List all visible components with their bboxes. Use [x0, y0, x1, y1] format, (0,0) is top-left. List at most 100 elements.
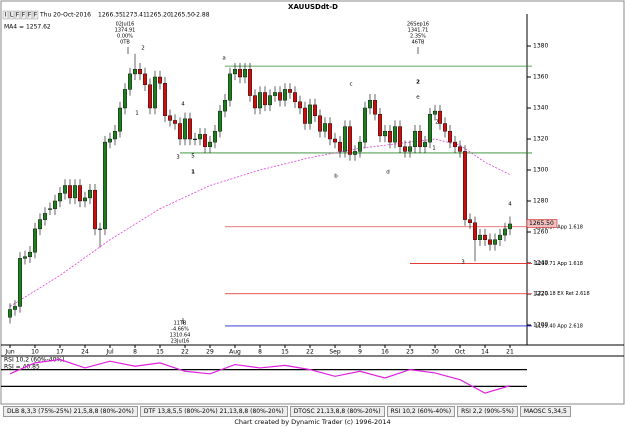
frame	[0, 0, 625, 405]
candle-body	[313, 104, 318, 116]
candle-body	[303, 107, 308, 124]
x-tick-label: 9	[358, 349, 362, 356]
level-label: 1220.18 EX Ret 2.618	[535, 291, 590, 297]
candle-body	[192, 138, 197, 141]
wave-label: 3	[176, 155, 180, 161]
x-tick-label: 17	[56, 349, 64, 356]
header-field: 1265.50	[170, 12, 195, 19]
x-tick-label: Aug	[229, 349, 241, 356]
wave-label: 1	[191, 170, 195, 176]
toolbar-button	[14, 10, 21, 20]
candle-body	[353, 151, 358, 155]
candle-body	[318, 115, 323, 132]
candle-body	[92, 189, 97, 230]
candle-body	[478, 234, 483, 240]
candle-body	[127, 73, 132, 90]
x-tick-label: 16	[381, 349, 389, 356]
candle-body	[97, 228, 102, 230]
candle-body	[117, 107, 122, 132]
candle-body	[202, 134, 207, 147]
rsi-label: RSI 10,2 (60%-40%)	[4, 357, 64, 364]
candle-body	[433, 110, 438, 115]
annotation-text: 46TB	[412, 40, 425, 46]
wave-label: 1	[135, 111, 139, 117]
toolbar-button	[20, 10, 27, 20]
candle-body	[172, 120, 177, 124]
candle-body	[252, 95, 257, 109]
x-tick-label: 22	[181, 349, 189, 356]
level-label: 1263.37 App 1.618	[535, 224, 583, 230]
candle-body	[72, 185, 77, 199]
wave-label: 2	[416, 80, 420, 86]
y-tick-label: 1200	[533, 322, 548, 329]
candle-body	[122, 89, 127, 109]
level-label: 1199.40 App 2.618	[535, 323, 583, 329]
annotation-text: 0.00%	[117, 34, 133, 40]
candle-body	[177, 123, 182, 140]
candle-body	[137, 69, 142, 75]
wave-label: c	[349, 82, 352, 88]
candle-body	[473, 222, 478, 240]
chart-title: XAUUSDdt-D	[288, 3, 338, 11]
candle-body	[443, 123, 448, 132]
indicator-tab[interactable]: DTOSC 21,13,8,8 (80%-20%)	[289, 406, 385, 417]
candle-body	[273, 92, 278, 96]
indicator-tab[interactable]: RSI 10,2 (60%-40%)	[386, 406, 456, 417]
last-price-box	[526, 219, 558, 228]
candle-body	[348, 126, 353, 155]
candle-body	[217, 110, 222, 132]
annotation-text: 23Jul16	[171, 339, 190, 345]
y-tick-label: 1360	[533, 74, 548, 81]
x-tick-label: 8	[133, 349, 137, 356]
wave-label: d	[386, 170, 390, 176]
candle-body	[12, 306, 17, 310]
x-tick-label: 30	[431, 349, 439, 356]
wave-label: a	[222, 56, 225, 62]
candle-body	[383, 131, 388, 137]
candle-body	[142, 73, 147, 85]
x-tick-label: Jun	[4, 349, 15, 356]
candle-body	[358, 141, 363, 152]
indicator-tab[interactable]: MAOSC 5,34,5	[519, 406, 571, 417]
x-tick-label: 23	[406, 349, 414, 356]
candle-body	[107, 138, 112, 143]
candle-body	[328, 123, 333, 140]
ma-label: MA4 = 1257.62	[4, 24, 51, 31]
candle-body	[222, 100, 227, 112]
candle-body	[298, 101, 303, 109]
candle-body	[368, 100, 373, 109]
y-tick-label: 1240	[533, 260, 548, 267]
candle-body	[278, 92, 283, 101]
ma-line	[9, 138, 511, 307]
wave-label: 2	[141, 46, 145, 52]
candle-body	[508, 223, 513, 230]
candle-body	[373, 100, 378, 115]
candle-body	[483, 234, 488, 240]
indicator-tab[interactable]: DLB 8,3,3 (75%-25%) 21,5,8,8 (80%-20%)	[3, 406, 138, 417]
candle-body	[448, 131, 453, 143]
header-field: Thu 20-Oct-2016	[39, 12, 91, 19]
candle-body	[48, 208, 53, 210]
wave-label: 3	[461, 260, 465, 266]
x-tick-label: 8	[258, 349, 262, 356]
indicator-tab[interactable]: DTF 13,8,5,5 (80%-20%) 21,13,8,8 (80%-20…	[139, 406, 288, 417]
y-tick-label: 1280	[533, 198, 548, 205]
candle-body	[18, 258, 23, 307]
x-tick-label: Sep	[329, 349, 341, 356]
x-tick-label: 29	[206, 349, 214, 356]
indicator-tab[interactable]: RSI 2,2 (90%-5%)	[457, 406, 518, 417]
header-field: -2.88	[194, 12, 210, 19]
y-tick-label: 1320	[533, 136, 548, 143]
x-tick-label: Oct	[455, 349, 466, 356]
x-tick-label: 24	[81, 349, 89, 356]
candle-body	[388, 131, 393, 143]
candle-body	[418, 131, 423, 147]
wave-label: b	[334, 174, 338, 180]
candle-body	[53, 200, 58, 209]
annotation-text: 1310.64	[170, 333, 191, 339]
candle-body	[167, 115, 172, 121]
x-tick-label: 15	[281, 349, 289, 356]
y-tick-label: 1380	[533, 43, 548, 50]
y-tick-label: 1220	[533, 291, 548, 298]
candle-body	[162, 82, 167, 116]
